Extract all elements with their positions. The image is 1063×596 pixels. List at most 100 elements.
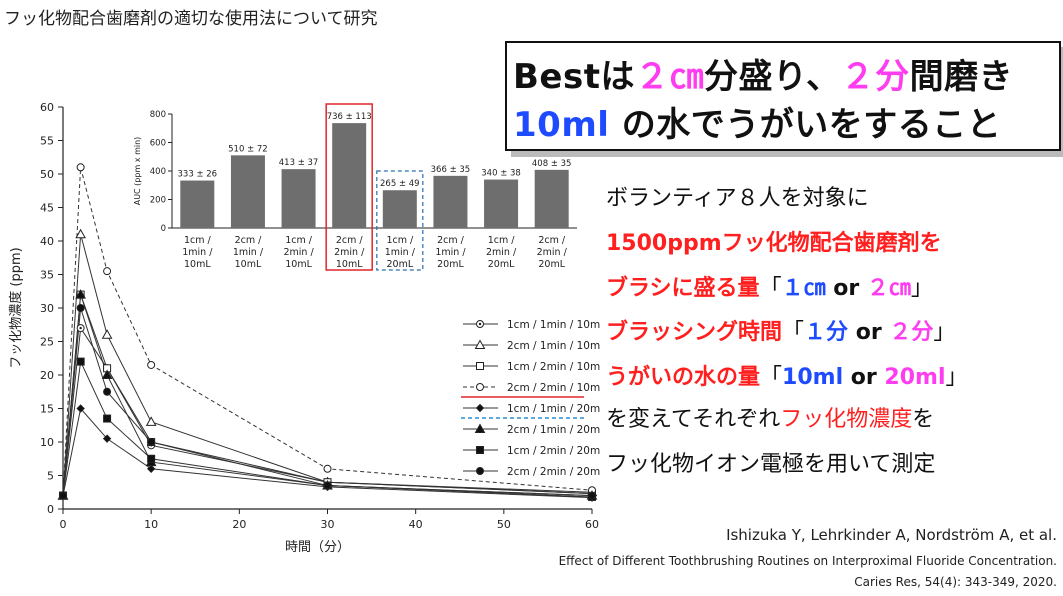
- y-tick-label: 55: [40, 135, 54, 148]
- headline-line-1: Bestは２㎝分盛り、２分間磨き: [513, 49, 1013, 98]
- citation-title: Effect of Different Toothbrushing Routin…: [558, 554, 1057, 568]
- description-segment: ブラッシング時間: [606, 320, 783, 345]
- description-segment: or: [825, 276, 867, 301]
- y-tick-label: 5: [47, 470, 54, 483]
- bar-value-label: 366 ± 35: [431, 165, 471, 175]
- legend-label: 2cm / 1min / 10mL: [507, 340, 600, 352]
- legend-marker: [475, 403, 485, 413]
- description-segment: を変えてそれぞれ: [606, 407, 781, 432]
- bar-category-label: 2cm /: [235, 235, 263, 246]
- bar-value-label: 510 ± 72: [228, 144, 268, 154]
- series-line: [62, 167, 593, 496]
- bar: [534, 169, 569, 228]
- bar-category-label: 1cm /: [488, 235, 516, 246]
- x-tick-label: 60: [585, 518, 599, 531]
- description-line: うがいの水の量「10ml or 20ml」: [606, 359, 968, 391]
- data-point: [147, 454, 156, 463]
- highlight-red-box: [325, 103, 373, 271]
- bar-y-axis-label: AUC (ppm x min): [133, 137, 142, 206]
- legend-label: 1cm / 1min / 20mL: [507, 403, 600, 415]
- headline-line1-segment: ２分: [840, 57, 910, 97]
- headline-line-2: 10ml の水でうがいをすること: [513, 97, 1001, 146]
- headline-line1-segment: Bestは: [513, 57, 635, 97]
- description-segment: 20ml: [884, 365, 946, 390]
- bar: [433, 175, 468, 228]
- legend-marker: [476, 362, 484, 370]
- bar-category-label: 10mL: [285, 259, 312, 270]
- bar-category-label: 2cm /: [336, 235, 364, 246]
- y-tick-label: 40: [40, 235, 54, 248]
- page-title: フッ化物配合歯磨剤の適切な使用法について研究: [4, 9, 378, 29]
- bar-category-label: 2min /: [486, 247, 517, 258]
- bar-value-label: 340 ± 38: [481, 169, 521, 179]
- data-point: [323, 481, 332, 490]
- description-line: フッ化物イオン電極を用いて測定: [606, 446, 935, 478]
- description-line: ブラシに盛る量「１㎝ or ２㎝」: [606, 270, 933, 302]
- data-point: [76, 163, 85, 172]
- bar-category-label: 2cm /: [538, 235, 566, 246]
- description-segment: を: [912, 407, 935, 432]
- bar-y-tick-label: 200: [150, 196, 166, 206]
- data-point: [147, 438, 156, 446]
- legend-label: 1cm / 2min / 20mL: [507, 445, 600, 457]
- legend-marker: [476, 446, 484, 454]
- bar-category-label: 1min /: [385, 247, 416, 258]
- bar-category-label: 1min /: [435, 247, 466, 258]
- headline-line1-segment: ２㎝: [634, 57, 704, 97]
- bar-category-label: 1min /: [182, 247, 213, 258]
- description-segment: 「: [782, 320, 805, 345]
- description-line: ボランティア８人を対象に: [606, 180, 869, 212]
- x-tick-label: 20: [232, 518, 246, 531]
- data-point: [145, 416, 157, 426]
- description-segment: 」: [945, 365, 968, 390]
- data-point: [76, 357, 85, 366]
- bar-category-label: 10mL: [184, 259, 211, 270]
- citation-journal: Caries Res, 54(4): 343-349, 2020.: [854, 575, 1057, 589]
- description-segment: or: [848, 320, 890, 345]
- headline-line1-segment: 間磨き: [909, 57, 1014, 97]
- legend-marker: [474, 423, 486, 433]
- bar-category-label: 2min /: [537, 247, 568, 258]
- legend-marker: [476, 383, 484, 391]
- bar: [484, 179, 519, 228]
- description-segment: フッ化物イオン電極を用いて測定: [606, 452, 936, 477]
- data-point: [147, 360, 156, 369]
- series-line: [62, 407, 593, 499]
- legend-label: 2cm / 2min / 10mL: [507, 382, 600, 394]
- bar-y-tick-label: 400: [150, 167, 166, 177]
- bar-category-label: 2min /: [334, 247, 365, 258]
- bar-category-label: 10mL: [235, 259, 262, 270]
- legend-label: 1cm / 1min / 10mL: [507, 319, 600, 331]
- bar-value-label: 413 ± 37: [279, 158, 319, 168]
- legend-marker: [474, 339, 486, 349]
- description-segment: 」: [933, 320, 956, 345]
- x-tick-label: 50: [497, 518, 511, 531]
- x-axis-label: 時間（分）: [285, 540, 350, 555]
- x-tick-label: 40: [409, 518, 423, 531]
- bar-value-label: 265 ± 49: [380, 179, 420, 189]
- y-tick-label: 15: [40, 403, 54, 416]
- y-tick-label: 60: [40, 101, 54, 114]
- x-tick-label: 0: [60, 518, 67, 531]
- description-segment: 10ml: [782, 365, 844, 390]
- data-point-dot: [79, 326, 82, 330]
- data-point: [146, 464, 156, 474]
- data-point: [103, 267, 112, 276]
- legend-label: 2cm / 2min / 20mL: [507, 466, 600, 478]
- data-point: [102, 434, 112, 443]
- data-point: [101, 369, 113, 379]
- y-tick-label: 35: [40, 269, 54, 282]
- description-segment: １㎝: [781, 276, 826, 301]
- y-axis-label: フッ化物濃度 (ppm): [8, 247, 24, 368]
- bar: [281, 169, 316, 228]
- bar-category-label: 20mL: [437, 259, 464, 270]
- bar-category-label: 1cm /: [285, 235, 313, 246]
- legend-label: 2cm / 1min / 20mL: [507, 424, 600, 436]
- data-point: [588, 491, 596, 500]
- data-point: [323, 464, 332, 473]
- bar-category-label: 20mL: [488, 259, 515, 270]
- description-segment: ２分: [889, 320, 934, 345]
- headline-line1-segment: 分盛り、: [703, 57, 841, 97]
- data-point: [103, 414, 112, 423]
- data-point: [76, 304, 85, 312]
